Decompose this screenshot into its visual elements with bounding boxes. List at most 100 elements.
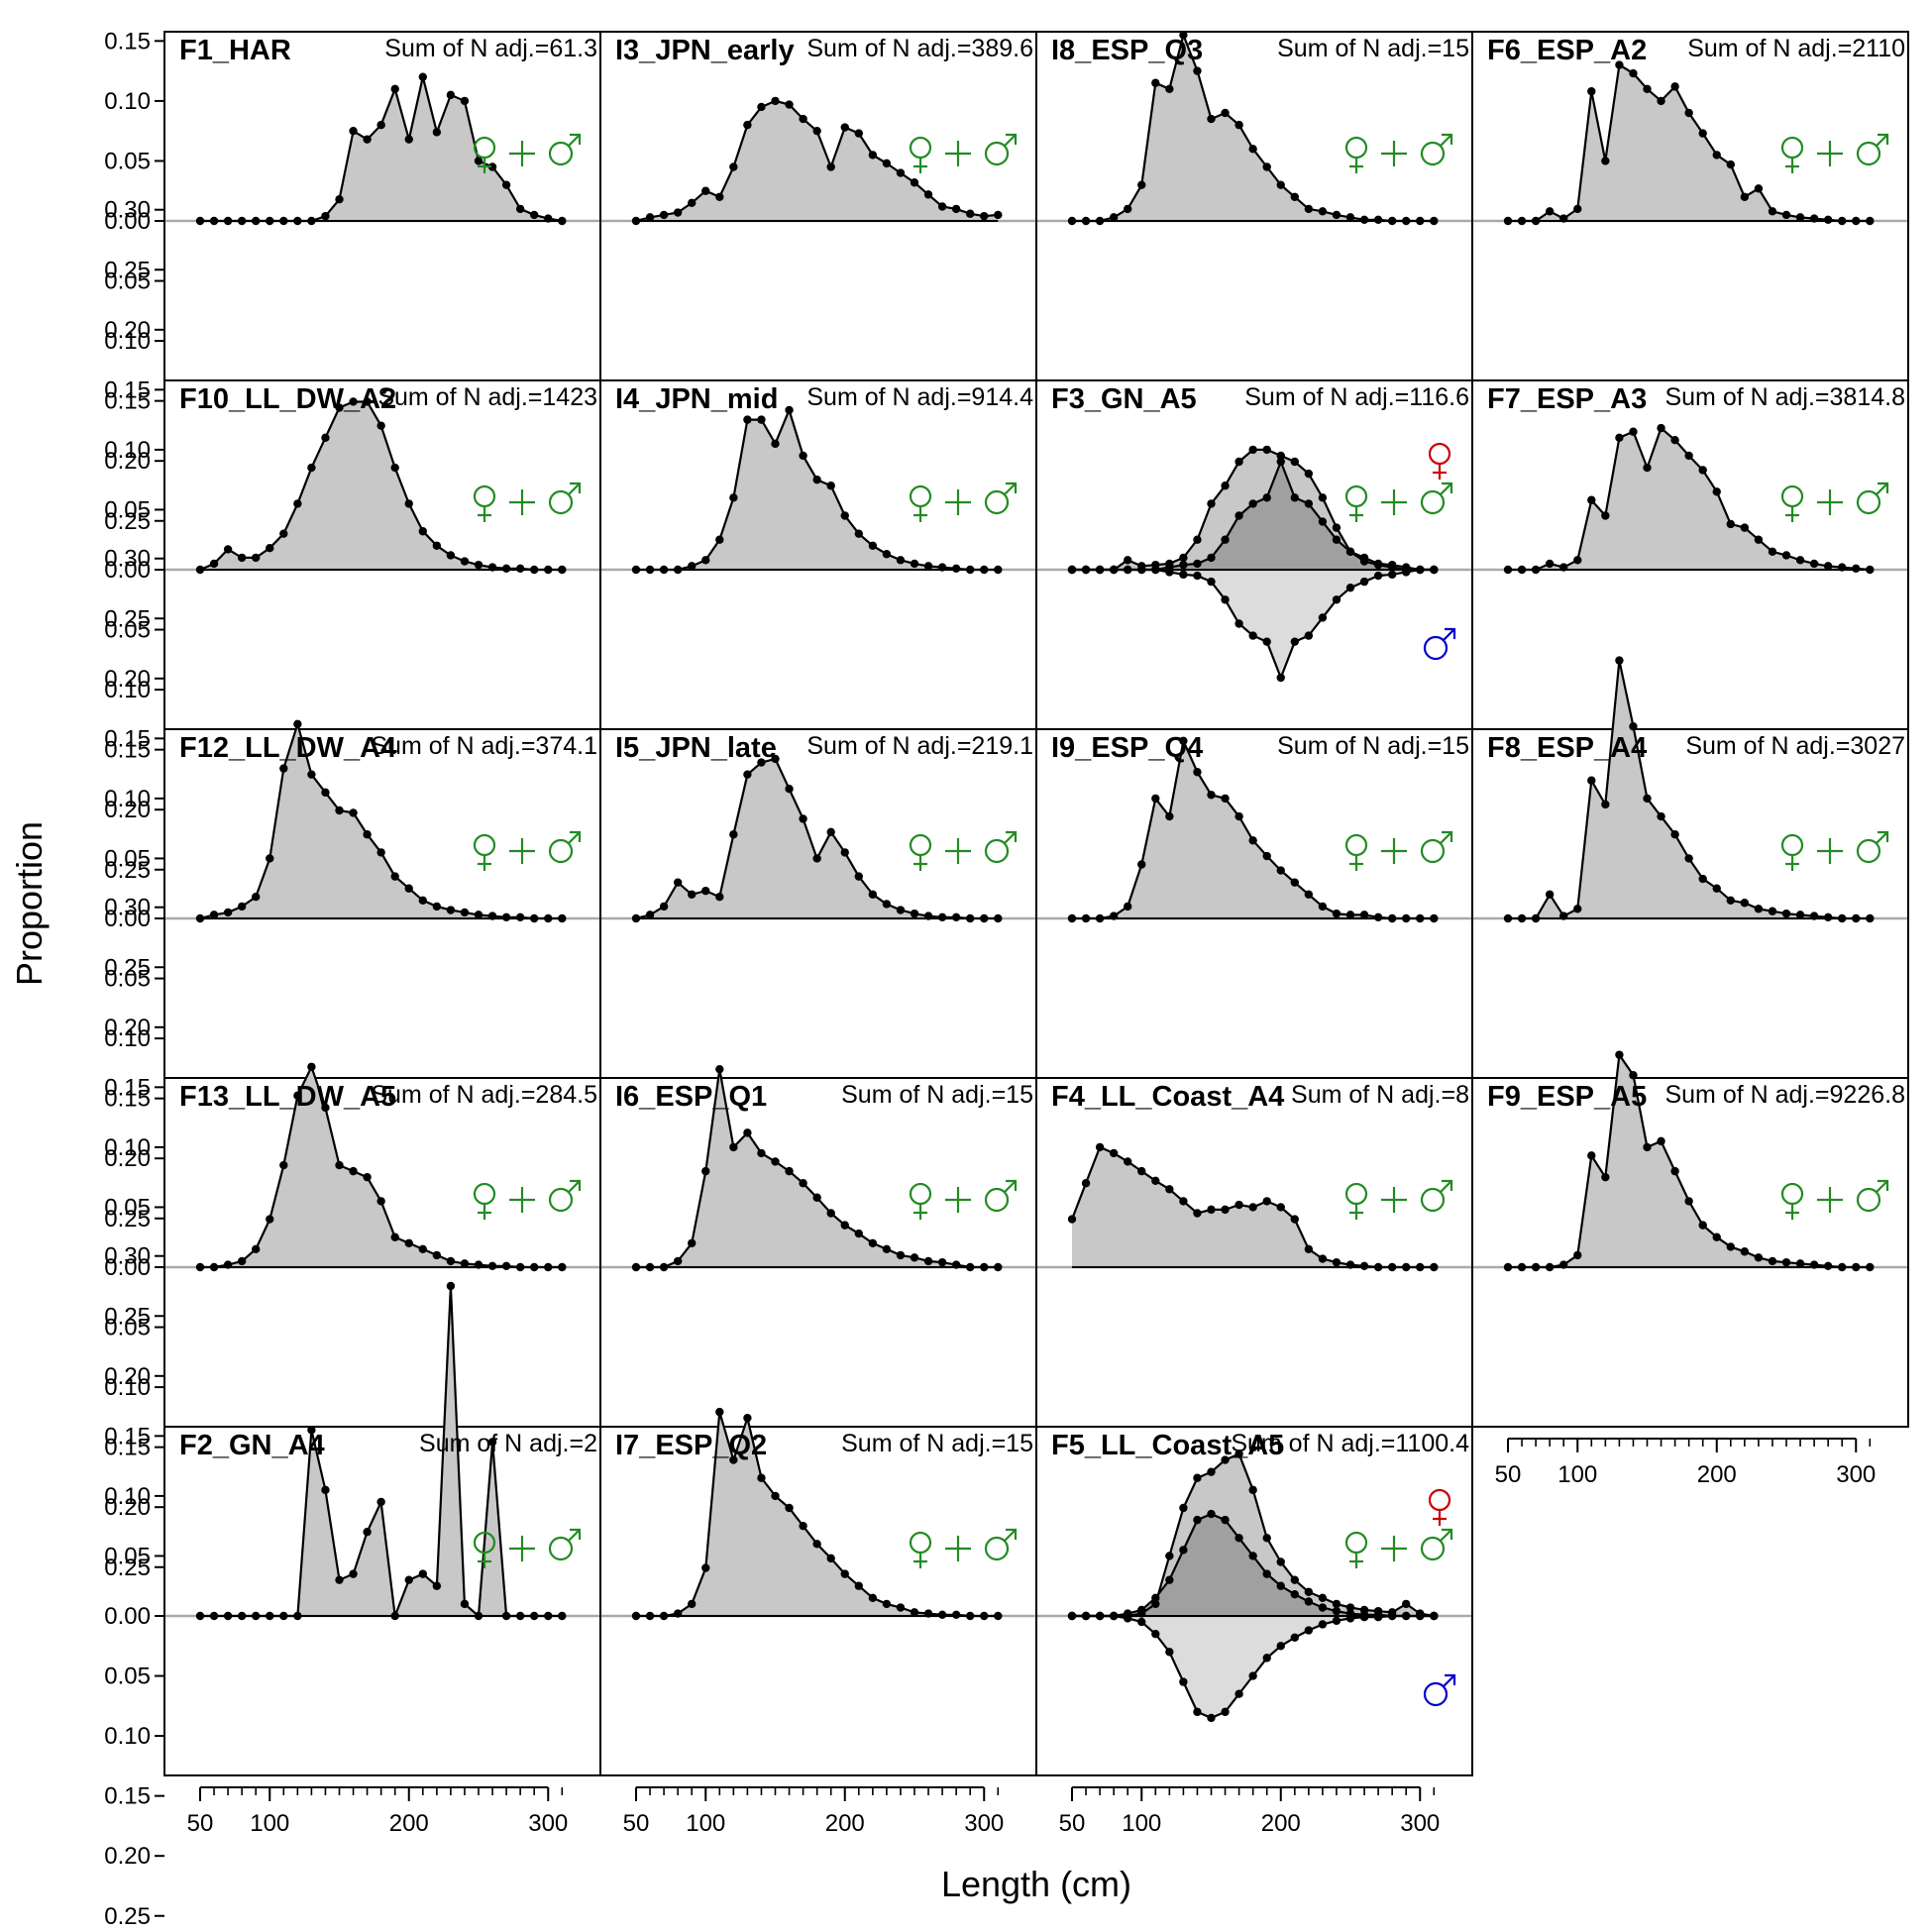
data-point [1373, 571, 1383, 581]
data-point [1262, 1197, 1271, 1206]
data-point [785, 1503, 794, 1513]
data-point [1768, 207, 1777, 216]
data-point [1304, 631, 1314, 640]
data-point [237, 1256, 247, 1266]
panel: Sum of N adj.=15 I7_ESP_Q2 [599, 1407, 1037, 1776]
data-point [474, 157, 483, 165]
data-point [1081, 1179, 1091, 1188]
data-point [1151, 78, 1160, 87]
data-point [460, 1259, 470, 1268]
data-point [729, 830, 738, 839]
data-point [688, 1599, 697, 1609]
data-point [1262, 851, 1271, 861]
data-point [1318, 902, 1328, 912]
data-point [1221, 1455, 1230, 1464]
data-point [854, 129, 863, 138]
data-point [840, 123, 849, 132]
female-icon [909, 833, 932, 871]
data-point [1221, 482, 1230, 490]
plus-icon [509, 141, 535, 166]
data-point [631, 913, 641, 923]
data-point [1712, 487, 1721, 496]
data-point [237, 553, 247, 563]
data-point [501, 564, 511, 573]
data-point [688, 890, 697, 899]
data-point [1262, 445, 1271, 455]
data-point [1430, 913, 1439, 923]
data-point [321, 1485, 330, 1495]
data-point [1795, 213, 1805, 222]
data-point [1573, 556, 1582, 565]
data-point [544, 1262, 553, 1272]
data-point [1545, 1262, 1555, 1272]
data-point [1318, 1603, 1328, 1612]
female-icon [909, 484, 932, 522]
data-point [293, 719, 302, 729]
data-point [854, 872, 863, 881]
data-point [1248, 836, 1257, 845]
data-point [1838, 563, 1847, 572]
data-point [785, 405, 794, 415]
data-point [1684, 854, 1693, 863]
data-point [376, 1497, 385, 1507]
male-icon [984, 482, 1018, 515]
x-tick-label: 100 [686, 1810, 725, 1837]
data-point [266, 216, 274, 226]
data-point [474, 911, 483, 919]
data-point [1387, 1262, 1397, 1272]
female-icon [473, 1531, 496, 1568]
data-point [882, 159, 892, 168]
data-point [1137, 565, 1146, 575]
combined-sex-icon [1780, 482, 1889, 522]
data-point [743, 415, 752, 424]
data-point [1740, 1247, 1750, 1256]
data-point [701, 186, 710, 195]
data-point [882, 1599, 892, 1609]
plus-icon [509, 838, 535, 864]
female-icon [1428, 1488, 1451, 1526]
data-point [896, 906, 906, 914]
composition-area [1508, 660, 1871, 918]
data-point [1109, 912, 1119, 920]
data-point [1838, 1262, 1847, 1272]
data-point [501, 180, 511, 189]
data-point [923, 1609, 933, 1618]
data-point [1276, 1557, 1285, 1566]
panel-title: I6_ESP_Q1 [615, 1081, 767, 1113]
data-point [515, 1611, 525, 1621]
data-point [1124, 565, 1132, 575]
data-point [951, 1260, 961, 1269]
data-point [1151, 1593, 1160, 1603]
data-point [1276, 1203, 1285, 1212]
data-point [1193, 1209, 1202, 1218]
panel-frame [1035, 1426, 1473, 1776]
data-point [404, 499, 413, 508]
y-tick-label: 0.10 [104, 677, 151, 703]
data-point [1430, 1611, 1439, 1621]
data-point [1221, 1205, 1230, 1215]
x-tick-label: 200 [1261, 1810, 1301, 1837]
male-icon [984, 1179, 1018, 1213]
y-tick-label: 0.15 [104, 28, 151, 54]
data-point [980, 1611, 989, 1621]
data-point [1712, 1233, 1721, 1241]
data-point [1332, 1257, 1342, 1267]
combined-sex-icon [909, 1179, 1018, 1220]
y-tick-label: 0.15 [104, 1086, 151, 1113]
data-point [688, 1238, 697, 1247]
data-point [1643, 463, 1652, 473]
panel-title: I5_JPN_late [615, 732, 777, 764]
combined-sex-icon [473, 1179, 582, 1220]
data-point [1712, 151, 1721, 160]
data-point [293, 1611, 302, 1621]
sum-n-label: Sum of N adj.=8 [1291, 1081, 1469, 1109]
data-point [631, 216, 641, 226]
panel: Sum of N adj.=8F4_LL_Coast_A4 [1035, 1077, 1473, 1428]
data-point [631, 1611, 641, 1621]
data-point [266, 1215, 274, 1224]
data-point [1531, 565, 1541, 575]
y-tick-label: 0.25 [104, 1206, 151, 1233]
data-point [1067, 1611, 1077, 1621]
data-point [335, 195, 344, 204]
x-tick-label: 100 [1557, 1461, 1597, 1488]
